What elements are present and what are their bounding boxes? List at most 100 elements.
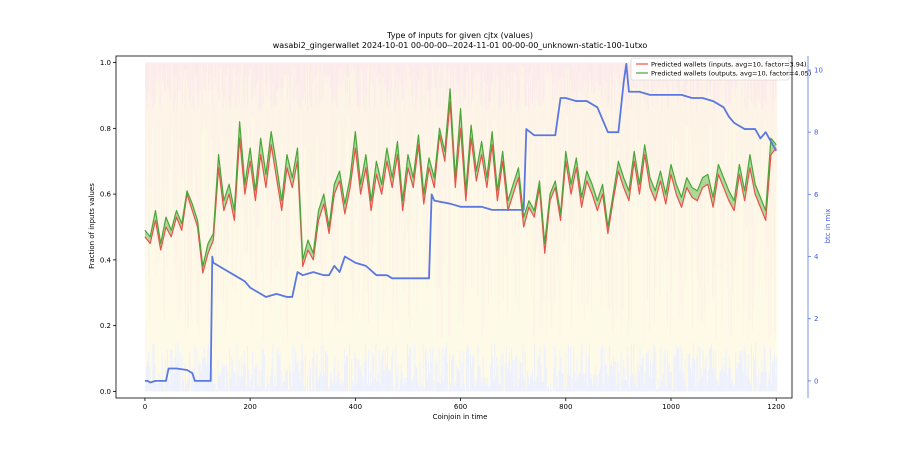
- background-bar: [695, 81, 697, 150]
- background-bar: [391, 355, 393, 392]
- background-bar: [242, 363, 244, 392]
- background-bar: [363, 279, 365, 363]
- background-bar: [159, 379, 161, 392]
- background-bar: [187, 62, 189, 88]
- legend-box: [630, 57, 790, 81]
- background-bar: [687, 191, 689, 355]
- background-bar: [512, 99, 514, 238]
- background-bar: [774, 70, 776, 332]
- background-bar: [209, 191, 211, 373]
- background-bar: [246, 62, 249, 105]
- background-bar: [173, 373, 175, 392]
- background-bar: [578, 62, 580, 73]
- background-bar: [213, 63, 215, 191]
- background-bar: [621, 308, 623, 382]
- background-bar: [449, 285, 451, 355]
- background-bar: [296, 158, 298, 364]
- background-bar: [733, 327, 735, 386]
- background-bar: [593, 283, 595, 375]
- background-bar: [759, 176, 761, 386]
- background-bar: [773, 62, 775, 102]
- background-bar: [568, 376, 570, 392]
- background-bar: [518, 378, 520, 392]
- background-bar: [494, 62, 496, 80]
- background-bar: [585, 214, 587, 352]
- background-bar: [593, 374, 595, 392]
- x-tick-label: 600: [454, 403, 467, 411]
- background-bar: [284, 62, 286, 76]
- background-bar: [555, 355, 557, 392]
- background-bar: [421, 99, 423, 184]
- background-bar: [194, 345, 196, 392]
- background-bar: [466, 213, 468, 344]
- background-bar: [149, 62, 151, 80]
- background-bar: [507, 73, 509, 120]
- background-bar: [359, 370, 361, 392]
- background-bar: [164, 185, 166, 360]
- background-bar: [205, 364, 208, 392]
- background-bar: [390, 229, 392, 372]
- background-bar: [209, 84, 211, 192]
- background-bar: [776, 357, 778, 392]
- background-bar: [427, 361, 430, 392]
- background-bar: [522, 172, 524, 344]
- background-bar: [586, 62, 588, 106]
- background-bar: [696, 356, 698, 392]
- background-bar: [474, 173, 476, 387]
- background-bar: [374, 62, 376, 108]
- background-bar: [171, 62, 173, 65]
- background-bar: [302, 100, 304, 176]
- background-bar: [596, 164, 598, 377]
- background-bar: [764, 104, 766, 122]
- background-bar: [525, 388, 527, 392]
- background-bar: [401, 373, 403, 392]
- background-bar: [652, 363, 654, 392]
- background-bar: [328, 62, 330, 79]
- background-bar: [147, 139, 149, 363]
- background-bar: [636, 247, 638, 388]
- background-bar: [707, 285, 709, 371]
- background-bar: [244, 75, 246, 221]
- background-bar: [496, 62, 498, 78]
- background-bar: [708, 349, 710, 392]
- background-bar: [724, 97, 726, 152]
- background-bar: [472, 98, 474, 140]
- background-bar: [270, 375, 272, 392]
- background-bar: [204, 62, 206, 92]
- background-bar: [160, 233, 162, 380]
- background-bar: [524, 62, 526, 107]
- background-bar: [606, 107, 608, 194]
- background-bar: [714, 368, 716, 392]
- background-bar: [760, 259, 762, 373]
- background-bar: [156, 379, 158, 392]
- background-bar: [223, 249, 225, 367]
- background-bar: [180, 390, 182, 392]
- background-bar: [284, 369, 286, 392]
- background-bar: [457, 368, 459, 392]
- background-bar: [498, 62, 500, 109]
- background-bar: [292, 345, 294, 392]
- background-bar: [646, 104, 648, 300]
- background-bar: [212, 368, 214, 392]
- background-bar: [421, 62, 423, 100]
- background-bar: [534, 333, 536, 344]
- background-bar: [259, 62, 261, 112]
- background-bar: [177, 342, 179, 392]
- background-bar: [675, 138, 677, 357]
- background-bar: [311, 228, 313, 390]
- x-tick-label: 0: [143, 403, 147, 411]
- background-bar: [318, 186, 320, 377]
- background-bar: [747, 340, 749, 355]
- background-bar: [693, 342, 695, 392]
- background-bar: [268, 65, 270, 205]
- background-bar: [257, 79, 259, 229]
- background-bar: [660, 71, 662, 200]
- background-bar: [568, 62, 570, 112]
- background-bar: [407, 66, 410, 316]
- background-bar: [286, 97, 289, 343]
- series-line-outputs: [144, 88, 777, 268]
- background-bar: [492, 356, 494, 392]
- background-bar: [638, 69, 640, 141]
- background-bar: [545, 77, 547, 336]
- background-bar: [598, 90, 600, 223]
